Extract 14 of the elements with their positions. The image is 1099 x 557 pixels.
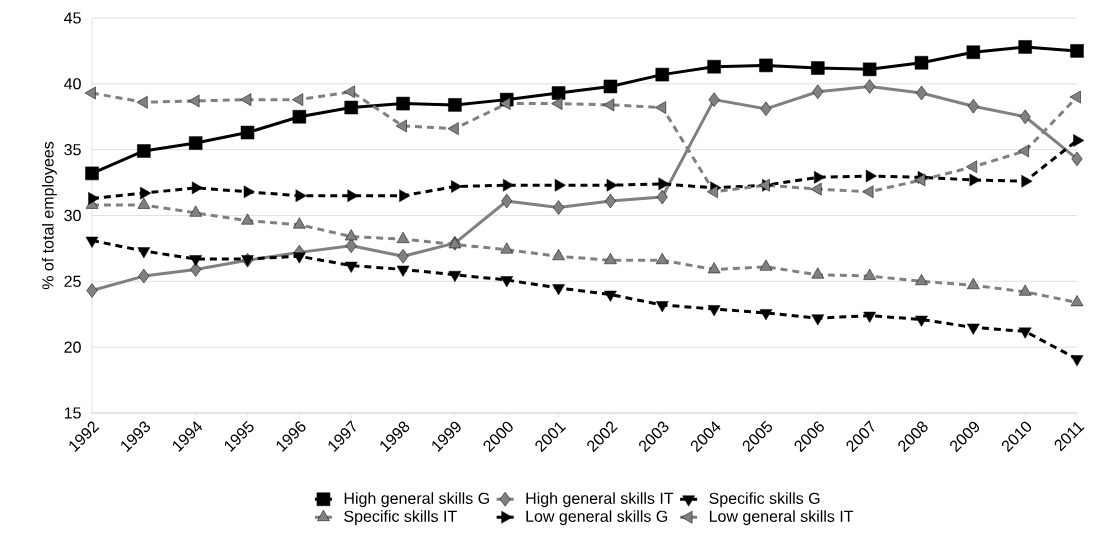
y-tick-label: 40: [64, 78, 81, 90]
y-axis-title: % of total employees: [41, 141, 57, 290]
y-tick-label: 35: [64, 144, 81, 156]
legend-label: Low general skills IT: [709, 510, 854, 526]
legend-label: High general skills IT: [526, 492, 674, 508]
y-tick-label: 30: [64, 209, 81, 222]
y-tick-label: 25: [64, 275, 81, 287]
y-tick-label: 20: [64, 341, 81, 353]
legend-label: Low general skills G: [526, 510, 668, 526]
legend-label: Specific skills G: [709, 492, 820, 508]
y-tick-label: 15: [64, 407, 81, 419]
y-tick-label: 45: [64, 12, 81, 24]
legend-label: High general skills G: [344, 492, 489, 508]
legend-label: Specific skills IT: [344, 510, 457, 526]
